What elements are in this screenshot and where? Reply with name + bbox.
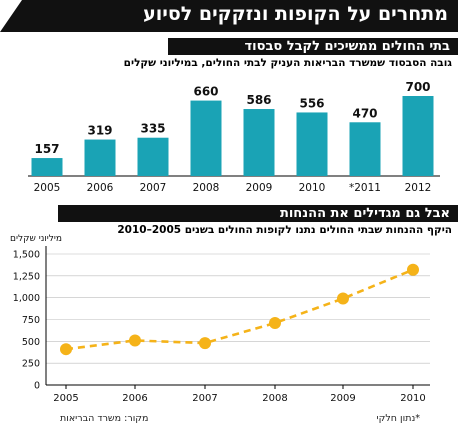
bar [243, 109, 275, 176]
bar-value-label: 586 [246, 93, 271, 107]
bar-section-banner: בתי החולים ממשיכים לקבל סבסוד [168, 38, 458, 55]
data-point [269, 316, 281, 329]
data-point [337, 292, 349, 305]
x-tick-label: 2006 [122, 393, 147, 404]
bar-section-heading: בתי החולים ממשיכים לקבל סבסוד [244, 39, 451, 54]
data-point [407, 263, 419, 276]
x-tick-label: 2010 [400, 393, 425, 404]
x-tick-label: *2011 [349, 182, 381, 194]
line-section-subtitle: היקף ההנחות שבתי החולים נתנו לקופות החול… [117, 224, 452, 236]
y-tick-label: 1,500 [13, 250, 40, 261]
x-tick-label: 2007 [192, 393, 217, 404]
x-tick-label: 2010 [299, 182, 326, 194]
data-point [199, 337, 211, 350]
y-tick-label: 500 [22, 337, 40, 348]
bar [31, 158, 63, 176]
bar [349, 122, 381, 176]
line-section-banner: אבל גם מגדילים את ההנחות [58, 205, 458, 222]
bar [402, 96, 434, 176]
x-tick-label: 2008 [262, 393, 287, 404]
bar-value-label: 319 [87, 124, 112, 138]
y-tick-label: 750 [22, 315, 40, 326]
data-point [60, 343, 72, 356]
x-tick-label: 2009 [246, 182, 273, 194]
y-tick-label: 1,250 [13, 271, 40, 282]
y-tick-label: 250 [22, 359, 40, 370]
bar-value-label: 335 [140, 122, 165, 136]
page-title: מתחרים על הקופות ונזקקים לסיוע [143, 3, 448, 25]
series-line [65, 268, 414, 351]
y-tick-label: 1,000 [13, 293, 40, 304]
bar-section-subtitle: גובה הסבסוד שמשרד הבריאות העניק לבתי החו… [123, 57, 452, 69]
bar-value-label: 660 [193, 85, 218, 99]
source-note: מקור: משרד הבריאות [60, 413, 149, 424]
bar-value-label: 157 [34, 142, 59, 156]
bar [296, 112, 328, 176]
y-axis-label: מיליוני שקלים [10, 234, 62, 244]
x-tick-label: 2012 [405, 182, 432, 194]
bar-chart: 157 2005 319 2006 335 2007 660 2008 586 2009 556 20… [28, 80, 440, 194]
x-tick-label: 2009 [330, 393, 355, 404]
y-tick-label: 0 [34, 381, 40, 392]
bar [84, 139, 116, 176]
bar [137, 137, 169, 176]
x-tick-label: 2005 [53, 393, 78, 404]
x-tick-label: 2005 [34, 182, 61, 194]
line-section-heading: אבל גם מגדילים את ההנחות [279, 206, 450, 221]
x-tick-label: 2007 [140, 182, 167, 194]
x-tick-label: 2006 [87, 182, 114, 194]
bar-value-label: 470 [352, 106, 377, 120]
partial-data-note: *נתון חלקי [376, 413, 420, 424]
x-tick-label: 2008 [193, 182, 220, 194]
bar-value-label: 556 [299, 96, 324, 110]
bar-value-label: 700 [405, 80, 430, 94]
bar [190, 100, 222, 176]
title-banner [0, 0, 458, 32]
data-point [129, 334, 141, 347]
